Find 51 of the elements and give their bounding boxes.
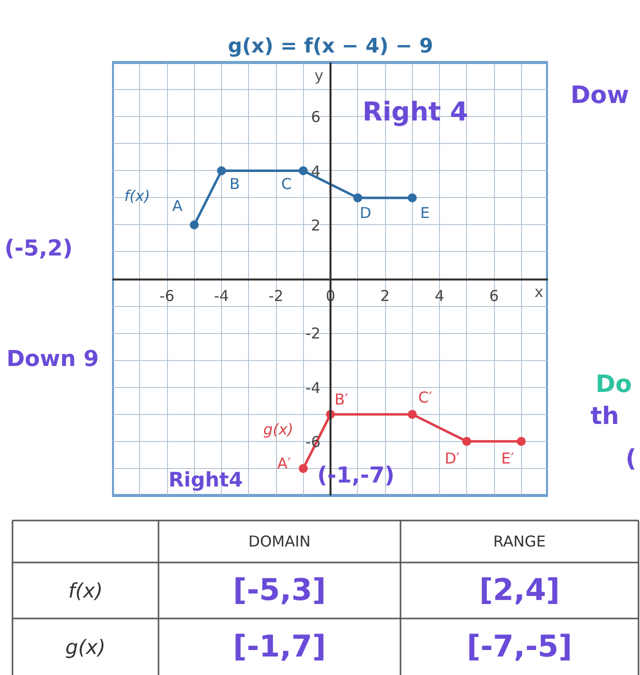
x-tick-label: 2 bbox=[380, 287, 390, 305]
annotation: D′ bbox=[444, 449, 460, 468]
text: [-5,3] bbox=[232, 573, 326, 608]
chart-title: g(x) = f(x − 4) − 9 bbox=[228, 34, 434, 58]
text: f(x) bbox=[68, 578, 103, 602]
text: ( bbox=[626, 444, 636, 473]
annotation: B′ bbox=[334, 390, 349, 408]
annotation: C′ bbox=[418, 388, 433, 406]
text: Down 9 bbox=[6, 346, 99, 372]
annotation: E bbox=[420, 204, 430, 222]
annotation: Right 4 bbox=[362, 98, 468, 128]
text: th bbox=[590, 402, 620, 430]
point bbox=[408, 193, 417, 202]
point bbox=[353, 193, 362, 202]
annotation: C bbox=[281, 174, 292, 193]
annotation: B bbox=[230, 174, 240, 193]
text: (-5,2) bbox=[4, 236, 73, 262]
annotation: E′ bbox=[501, 449, 515, 468]
series-label: g(x) bbox=[263, 420, 294, 438]
text: f(x) bbox=[124, 186, 150, 205]
x-tick-label: -2 bbox=[268, 287, 284, 305]
text: DOMAIN bbox=[248, 532, 311, 550]
text: RANGE bbox=[493, 532, 546, 550]
x-tick-label: 6 bbox=[489, 287, 499, 305]
annotation: A bbox=[172, 196, 184, 215]
annotation: A′ bbox=[277, 454, 292, 472]
point bbox=[408, 410, 417, 419]
text: Do bbox=[596, 370, 632, 398]
x-axis-title: x bbox=[534, 283, 544, 301]
y-tick-label: -2 bbox=[306, 324, 321, 343]
y-tick-label: 6 bbox=[310, 108, 321, 126]
text: Dow bbox=[570, 81, 630, 110]
x-tick-label: -6 bbox=[160, 287, 174, 305]
point bbox=[190, 220, 199, 230]
text: [-7,-5] bbox=[466, 630, 572, 664]
point bbox=[217, 166, 226, 176]
y-tick-label: 4 bbox=[310, 162, 321, 180]
text: [-1,7] bbox=[232, 630, 326, 664]
y-tick-label: -4 bbox=[306, 378, 321, 397]
annotation: Right4 bbox=[168, 468, 243, 492]
point bbox=[516, 436, 526, 446]
text: [2,4] bbox=[479, 573, 560, 608]
y-tick-label: 2 bbox=[310, 216, 321, 234]
text: g(x) bbox=[65, 635, 106, 659]
x-tick-label: -4 bbox=[214, 287, 229, 305]
y-axis-title: y bbox=[314, 66, 324, 84]
annotation: D bbox=[360, 204, 372, 222]
point bbox=[298, 166, 308, 176]
x-tick-label: 4 bbox=[434, 287, 444, 305]
point bbox=[462, 436, 472, 446]
point bbox=[298, 464, 308, 473]
